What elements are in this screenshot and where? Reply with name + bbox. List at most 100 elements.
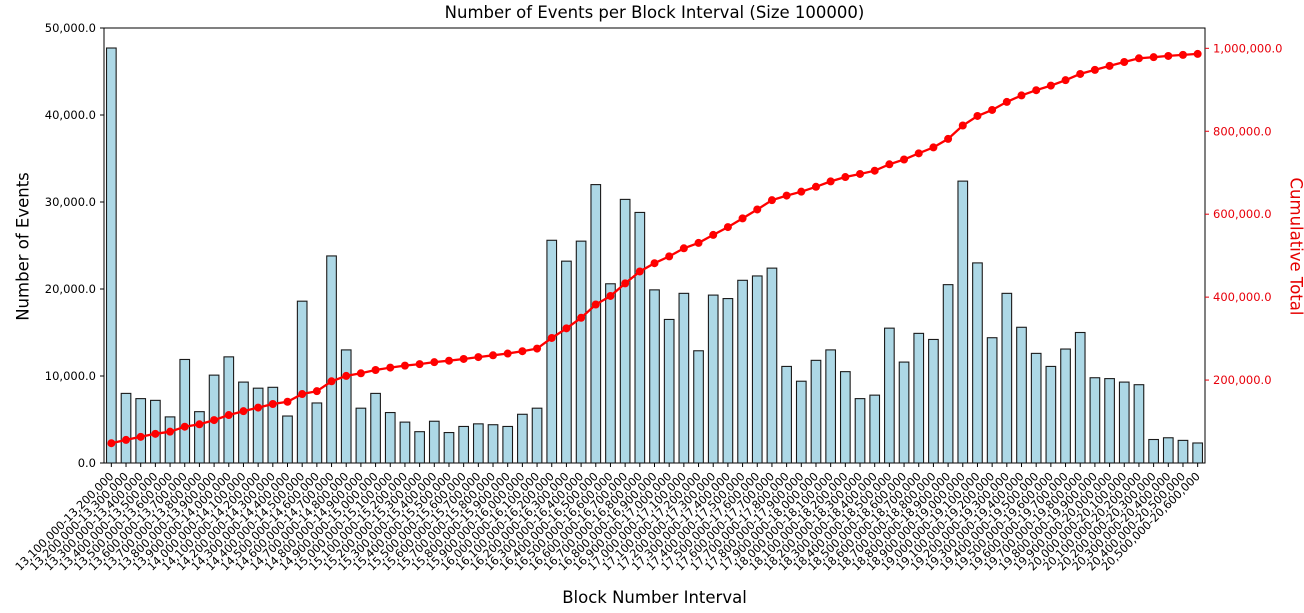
bar xyxy=(105,47,117,464)
cumulative-point xyxy=(312,387,321,396)
bar xyxy=(458,425,470,464)
cumulative-point xyxy=(841,173,850,182)
cumulative-point xyxy=(1193,49,1202,58)
cumulative-point xyxy=(327,377,336,386)
cumulative-point xyxy=(650,259,659,268)
cumulative-point xyxy=(1149,53,1158,62)
y-tick-label-left: 50,000.0 xyxy=(45,21,96,35)
cumulative-point xyxy=(180,422,189,431)
cumulative-point xyxy=(210,416,219,425)
cumulative-point xyxy=(709,230,718,239)
cumulative-point xyxy=(136,432,145,441)
cumulative-point xyxy=(694,238,703,247)
y-tick-label-left: 10,000.0 xyxy=(45,369,96,383)
cumulative-point xyxy=(665,252,674,261)
cumulative-point xyxy=(738,214,747,223)
cumulative-point xyxy=(474,353,483,362)
bar xyxy=(693,350,704,464)
bar xyxy=(370,392,381,464)
bar xyxy=(737,279,748,464)
y-tick-label-right: 1,000,000.0 xyxy=(1213,41,1283,55)
bar xyxy=(722,298,734,464)
cumulative-point xyxy=(430,358,439,367)
cumulative-point xyxy=(342,371,351,380)
bar xyxy=(839,371,851,464)
cumulative-point xyxy=(400,361,409,370)
cumulative-point xyxy=(929,143,938,152)
bar xyxy=(942,284,954,464)
cumulative-point xyxy=(533,344,542,353)
bar xyxy=(766,267,778,464)
cumulative-point xyxy=(459,354,468,363)
bar xyxy=(1016,326,1027,464)
cumulative-point xyxy=(386,363,395,372)
cumulative-point xyxy=(1076,69,1085,78)
cumulative-point xyxy=(753,205,762,214)
bar xyxy=(428,420,440,464)
bar xyxy=(649,289,660,464)
bar xyxy=(311,402,323,464)
bar xyxy=(1060,348,1071,464)
bar xyxy=(502,425,514,464)
bar xyxy=(619,198,631,464)
bar xyxy=(810,359,822,464)
bar xyxy=(1148,438,1159,464)
bar xyxy=(135,398,147,464)
bar xyxy=(487,424,499,464)
cumulative-point xyxy=(371,365,380,374)
cumulative-point xyxy=(151,429,160,438)
cumulative-point xyxy=(782,191,791,200)
cumulative-point xyxy=(1105,61,1114,70)
bar xyxy=(267,386,279,464)
bar xyxy=(1089,377,1101,464)
bar xyxy=(634,211,646,464)
bar xyxy=(164,416,176,464)
bar xyxy=(663,318,675,464)
cumulative-point xyxy=(1032,86,1041,95)
bar xyxy=(590,184,602,464)
cumulative-point xyxy=(562,324,571,333)
bar xyxy=(707,294,719,464)
bar xyxy=(957,180,969,464)
cumulative-point xyxy=(1046,81,1055,90)
cumulative-point xyxy=(298,390,307,399)
bar xyxy=(252,387,264,464)
cumulative-point xyxy=(988,105,997,114)
bar xyxy=(282,415,293,464)
bar xyxy=(898,361,910,464)
bar xyxy=(238,381,249,464)
cumulative-point xyxy=(1002,97,1011,106)
cumulative-point xyxy=(914,149,923,158)
cumulative-point xyxy=(444,356,453,365)
cumulative-point xyxy=(166,427,175,436)
bar xyxy=(825,349,837,464)
cumulative-point xyxy=(767,196,776,205)
y-tick-label-left: 0.0 xyxy=(78,456,96,470)
cumulative-point xyxy=(503,349,512,358)
y-tick-label-right: 600,000.0 xyxy=(1213,207,1272,221)
cumulative-point xyxy=(254,403,263,412)
cumulative-point xyxy=(885,160,894,169)
bar xyxy=(751,275,763,464)
cumulative-point xyxy=(1120,58,1129,67)
bar xyxy=(678,292,690,464)
bar xyxy=(561,260,572,464)
cumulative-point xyxy=(547,333,556,342)
cumulative-point xyxy=(973,111,982,120)
cumulative-point xyxy=(797,187,806,196)
bar xyxy=(1133,384,1145,464)
y-tick-label-right: 800,000.0 xyxy=(1213,124,1272,138)
bar xyxy=(869,394,881,464)
cumulative-point xyxy=(856,169,865,178)
y-tick-label-right: 200,000.0 xyxy=(1213,373,1272,387)
cumulative-point xyxy=(811,182,820,191)
bar xyxy=(1030,352,1042,464)
bar xyxy=(546,239,558,464)
cumulative-point xyxy=(679,244,688,253)
bar xyxy=(531,407,543,464)
cumulative-point xyxy=(870,166,879,175)
bar xyxy=(605,283,616,464)
bar xyxy=(120,392,132,464)
cumulative-point xyxy=(268,399,277,408)
